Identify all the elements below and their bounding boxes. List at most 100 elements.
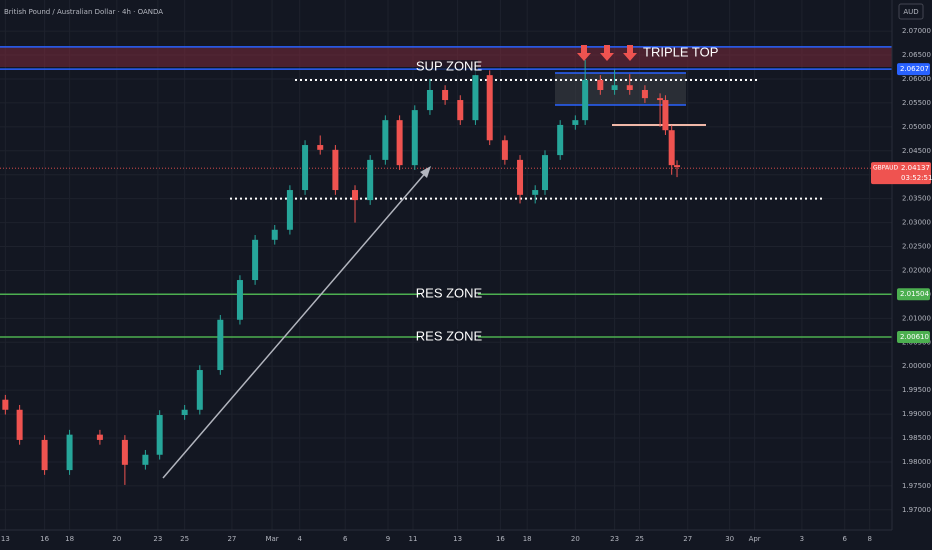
x-tick-label: 8 — [867, 535, 871, 543]
candle-body — [572, 120, 579, 125]
candle-body — [674, 165, 681, 168]
marker — [600, 45, 614, 61]
price-tag — [897, 288, 930, 301]
y-tick-label: 2.02500 — [902, 243, 931, 251]
x-tick-label: 4 — [297, 535, 302, 543]
x-tick-label: 16 — [496, 535, 505, 543]
candle-body — [542, 155, 549, 191]
y-tick-label: 2.03500 — [902, 195, 931, 203]
price-axis — [892, 0, 932, 550]
candle-body — [457, 100, 464, 121]
candle-body — [657, 98, 664, 101]
chart-title: British Pound / Australian Dollar · 4h ·… — [4, 8, 163, 16]
candle-body — [181, 409, 188, 416]
symbol-label: GBPAUD — [873, 165, 898, 172]
candle-body — [668, 130, 675, 166]
annotation: SUP ZONE — [416, 58, 483, 73]
candle-body — [41, 439, 48, 471]
candle-body — [442, 89, 449, 101]
label-bg — [420, 60, 478, 75]
candles — [2, 59, 681, 485]
countdown-label: 03:52:51 — [901, 174, 932, 182]
arrow-head — [420, 166, 431, 178]
candle-body — [472, 75, 479, 121]
candle-body — [597, 79, 604, 90]
candle-body — [641, 89, 648, 99]
label-bg — [420, 329, 478, 344]
candle-body — [426, 89, 433, 111]
annotation: RES ZONE — [416, 328, 483, 343]
x-tick-label: 23 — [153, 535, 162, 543]
candle-body — [16, 409, 23, 440]
x-tick-label: 27 — [227, 535, 236, 543]
top-markers — [577, 45, 637, 61]
candle-body — [517, 159, 524, 195]
candle-body — [532, 190, 539, 195]
candle-body — [411, 110, 418, 166]
x-tick-label: Apr — [749, 535, 761, 543]
candle-body — [611, 85, 618, 90]
y-tick-label: 1.99000 — [902, 410, 931, 418]
y-tick-label: 2.03000 — [902, 219, 931, 227]
y-tick-label: 2.05000 — [902, 123, 931, 131]
price-tag-label: 2.01504 — [900, 290, 929, 298]
candle-body — [236, 280, 243, 320]
candle-body — [286, 190, 293, 230]
x-tick-label: 27 — [683, 535, 692, 543]
label-bg — [420, 286, 478, 301]
y-tick-label: 1.97000 — [902, 506, 931, 514]
price-tag-label: 2.00610 — [900, 333, 929, 341]
axes: 1.97000 1.97500 1.98000 1.98500 1.99000 1.995… — [1, 27, 932, 543]
x-tick-label: 30 — [725, 535, 734, 543]
marker — [577, 45, 591, 61]
price-tag-label: 2.06207 — [900, 65, 929, 73]
candle-body — [66, 434, 73, 471]
candle-body — [196, 370, 203, 410]
last-price-tag — [871, 162, 931, 185]
price-tag — [897, 331, 930, 344]
x-tick-label: 25 — [180, 535, 189, 543]
last-price-label: 2.04137 — [901, 164, 930, 172]
candle-body — [252, 239, 259, 281]
y-tick-label: 1.97500 — [902, 482, 931, 490]
y-tick-label: 1.98500 — [902, 434, 931, 442]
x-tick-label: 6 — [343, 535, 348, 543]
y-tick-label: 2.06000 — [902, 75, 931, 83]
x-tick-label: 13 — [1, 535, 10, 543]
candle-body — [486, 75, 493, 141]
candle-body — [121, 439, 128, 465]
trend-arrow — [162, 169, 429, 479]
candle-body — [271, 229, 278, 240]
currency-button[interactable] — [898, 3, 924, 20]
y-tick-label: 2.01000 — [902, 314, 931, 322]
candle-body — [317, 145, 324, 150]
candle-body — [217, 319, 224, 371]
candle-body — [557, 124, 564, 156]
y-tick-label: 2.04500 — [902, 147, 931, 155]
resistance-band — [0, 47, 892, 67]
candle-body — [96, 434, 103, 440]
y-tick-label: 1.98000 — [902, 458, 931, 466]
candle-body — [662, 100, 669, 131]
x-tick-label: 18 — [65, 535, 74, 543]
x-tick-label: 20 — [112, 535, 121, 543]
candle-body — [382, 120, 389, 160]
y-tick-label: 2.06500 — [902, 51, 931, 59]
candle-body — [501, 140, 508, 160]
annotation: TRIPLE TOP — [643, 44, 718, 59]
x-tick-label: 16 — [40, 535, 49, 543]
y-tick-label: 2.05500 — [902, 99, 931, 107]
y-tick-label: 2.02000 — [902, 266, 931, 274]
candle-body — [367, 159, 374, 201]
candle-body — [2, 399, 9, 410]
x-tick-label: 18 — [523, 535, 532, 543]
y-tick-label: 1.99500 — [902, 386, 931, 394]
annotation: RES ZONE — [416, 285, 483, 300]
candle-body — [302, 145, 309, 191]
x-tick-label: 9 — [386, 535, 390, 543]
candle-body — [156, 415, 163, 455]
x-tick-label: 20 — [571, 535, 580, 543]
x-tick-label: 3 — [800, 535, 804, 543]
currency[interactable]: AUD — [903, 8, 918, 16]
x-tick-label: 11 — [409, 535, 418, 543]
